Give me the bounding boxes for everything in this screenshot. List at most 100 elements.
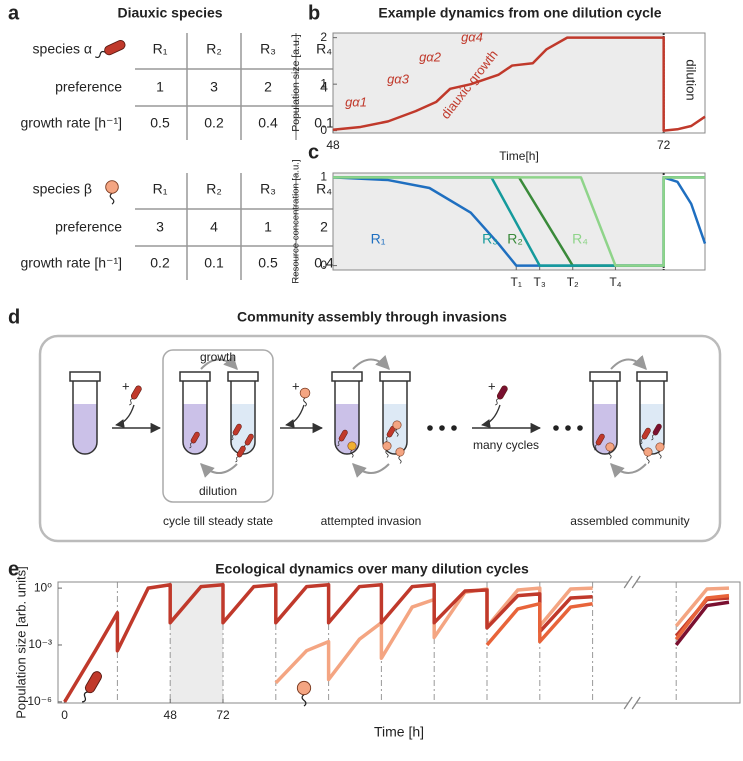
plus-sign: + — [292, 378, 300, 393]
diagram-label: dilution — [199, 484, 237, 498]
cycle-shade — [333, 33, 664, 133]
series-label: R₁ — [371, 231, 386, 247]
flagellum — [395, 428, 399, 437]
x-tick-label: T₁ — [511, 275, 522, 289]
cycle-shade — [170, 582, 223, 703]
panel-letter: b — [308, 2, 320, 24]
column-header: R₂ — [206, 41, 222, 57]
bacterium-icon — [235, 445, 246, 463]
ellipsis-dot — [577, 425, 583, 431]
cell-body — [655, 442, 665, 452]
tube-liquid — [183, 404, 207, 454]
flagellum — [81, 691, 88, 703]
tube-cap — [331, 371, 363, 382]
x-tick-label: 72 — [657, 138, 671, 152]
annotation: gα3 — [387, 71, 410, 86]
entry-arrow — [115, 404, 135, 429]
table-cell: 0.2 — [150, 255, 170, 271]
tube-cap — [589, 371, 621, 382]
cell-body — [232, 423, 242, 436]
row-label: growth rate [h⁻¹] — [20, 255, 122, 271]
y-tick-label: 2 — [320, 30, 327, 44]
cell-body — [130, 385, 142, 400]
x-tick-label: T₄ — [609, 275, 621, 289]
plot-frame — [332, 32, 706, 134]
bacterium-icon — [640, 427, 651, 445]
y-tick-label: 10⁻³ — [28, 637, 52, 651]
axis-break-mark — [631, 696, 641, 710]
bacterium-icon — [94, 40, 126, 59]
test-tube — [589, 371, 621, 455]
test-tube — [636, 371, 668, 455]
cell-body — [652, 423, 662, 436]
panel-letter: e — [8, 558, 19, 580]
row-label: preference — [55, 79, 122, 95]
series-label: R₃ — [482, 231, 498, 247]
series-label: R₄ — [572, 231, 588, 247]
growth-arrow — [610, 354, 647, 371]
data-line — [333, 176, 705, 267]
ellipsis-dot — [427, 425, 433, 431]
bacterium-icon — [105, 180, 119, 205]
table-cell: 4 — [210, 219, 218, 235]
column-header: R₄ — [316, 181, 332, 197]
row-label: preference — [55, 219, 122, 235]
y-axis-label: Population size [arb. units] — [13, 566, 28, 718]
x-tick-label: 48 — [326, 138, 340, 152]
bacterium-icon — [643, 447, 653, 464]
flagellum — [658, 450, 662, 459]
test-tube — [179, 371, 211, 455]
bacterium-icon — [605, 442, 615, 459]
table-cell: 2 — [320, 219, 328, 235]
column-header: R₃ — [260, 41, 276, 57]
bacterium-icon — [81, 671, 103, 703]
x-tick-label: T₂ — [567, 275, 579, 289]
flagellum — [646, 455, 650, 464]
tube-body — [72, 381, 98, 455]
column-header: R₁ — [153, 181, 168, 197]
bacterium-icon — [395, 447, 405, 464]
frame — [38, 334, 722, 543]
x-tick-label: T₃ — [534, 275, 546, 289]
x-axis-label: Time [h] — [374, 724, 424, 740]
axis-break — [628, 697, 637, 709]
test-tube — [227, 371, 259, 455]
table-cell: 0.2 — [204, 115, 224, 131]
cell-body — [105, 180, 119, 194]
table-cell: 4 — [320, 79, 328, 95]
axis-break-mark — [623, 575, 633, 589]
series-label: R₂ — [507, 231, 523, 247]
dilution-arrow — [610, 462, 647, 478]
annotation: gα4 — [461, 29, 483, 44]
growth-arrow — [352, 355, 390, 371]
panel-letter: d — [8, 306, 20, 328]
bacterium-icon — [189, 431, 200, 449]
bacterium-icon — [651, 423, 662, 441]
y-tick-label: 1 — [320, 76, 327, 90]
table-cell: 1 — [264, 219, 272, 235]
row-label: growth rate [h⁻¹] — [20, 115, 122, 131]
flagellum — [608, 450, 612, 459]
table-cell: 2 — [264, 79, 272, 95]
flagellum — [94, 50, 106, 59]
cell-body — [244, 433, 254, 446]
panel-letter: c — [308, 141, 319, 163]
table-cell: 0.1 — [314, 115, 334, 131]
diagram-label: many cycles — [473, 438, 539, 452]
x-tick-label: 72 — [216, 708, 230, 722]
panel-title: Diauxic species — [117, 5, 222, 21]
cell-body — [496, 385, 508, 400]
cell-body — [347, 441, 357, 451]
cell-body — [236, 445, 246, 458]
bacterium-icon — [231, 423, 242, 441]
tube-body — [334, 381, 360, 455]
diagram-label: growth — [200, 350, 236, 364]
test-tube — [331, 371, 363, 455]
dilution-arrow — [352, 463, 390, 478]
bacterium-icon — [655, 442, 665, 459]
flagellum — [235, 456, 239, 463]
ellipsis-dot — [565, 425, 571, 431]
table-cell: 0.4 — [258, 115, 278, 131]
panel-letter: a — [8, 2, 20, 24]
flagellum — [385, 449, 389, 458]
